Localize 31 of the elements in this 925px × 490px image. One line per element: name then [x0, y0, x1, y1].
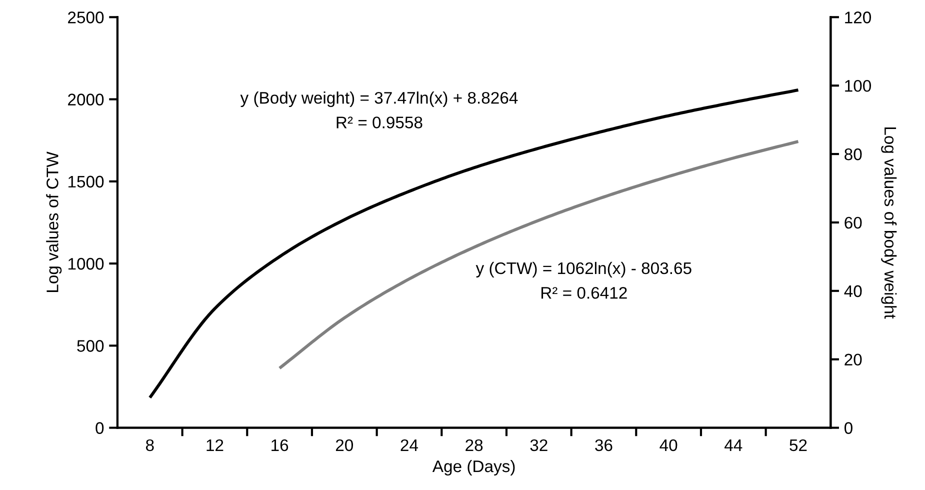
x-tick-label: 24	[400, 439, 418, 451]
x-axis-title: Age (Days)	[432, 460, 515, 476]
x-tick-label: 36	[595, 439, 612, 452]
y-axis-title: Log values of CTW	[46, 152, 62, 292]
x-tick-label: 12	[206, 439, 224, 451]
x-tick-label: 52	[790, 439, 807, 452]
x-tick-label: 44	[724, 439, 742, 451]
y2-tick-label: 80	[844, 148, 862, 160]
y-tick-label: 0	[96, 422, 104, 434]
y2-tick-label: 0	[844, 422, 852, 434]
y-tick-label: 2000	[68, 94, 104, 106]
x-tick-label: 40	[660, 439, 678, 452]
y-tick-label: 1000	[68, 258, 104, 270]
y-tick-label: 500	[77, 340, 104, 352]
annotation: R² = 0.6412	[541, 286, 627, 299]
y2-tick-label: 60	[844, 216, 862, 229]
x-tick-label: 28	[466, 439, 483, 452]
y2-tick-label: 100	[845, 80, 871, 92]
y2-tick-label: 120	[845, 12, 871, 24]
y2-tick-label: 40	[844, 285, 862, 298]
y2-tick-label: 20	[844, 354, 862, 366]
x-tick-label: 16	[272, 439, 288, 452]
y2-axis-title: Log values of body weight	[881, 127, 897, 319]
x-tick-label: 20	[336, 439, 354, 452]
y-tick-label: 1500	[68, 176, 104, 188]
x-tick-label: 8	[146, 439, 154, 452]
x-tick-label: 32	[530, 439, 548, 452]
annotation: R² = 0.9558	[336, 116, 422, 128]
annotation: y (CTW) = 1062ln(x) - 803.65	[476, 262, 692, 278]
annotation: y (Body weight) = 37.47ln(x) + 8.8264	[240, 92, 518, 108]
y-tick-label: 2500	[68, 12, 104, 24]
